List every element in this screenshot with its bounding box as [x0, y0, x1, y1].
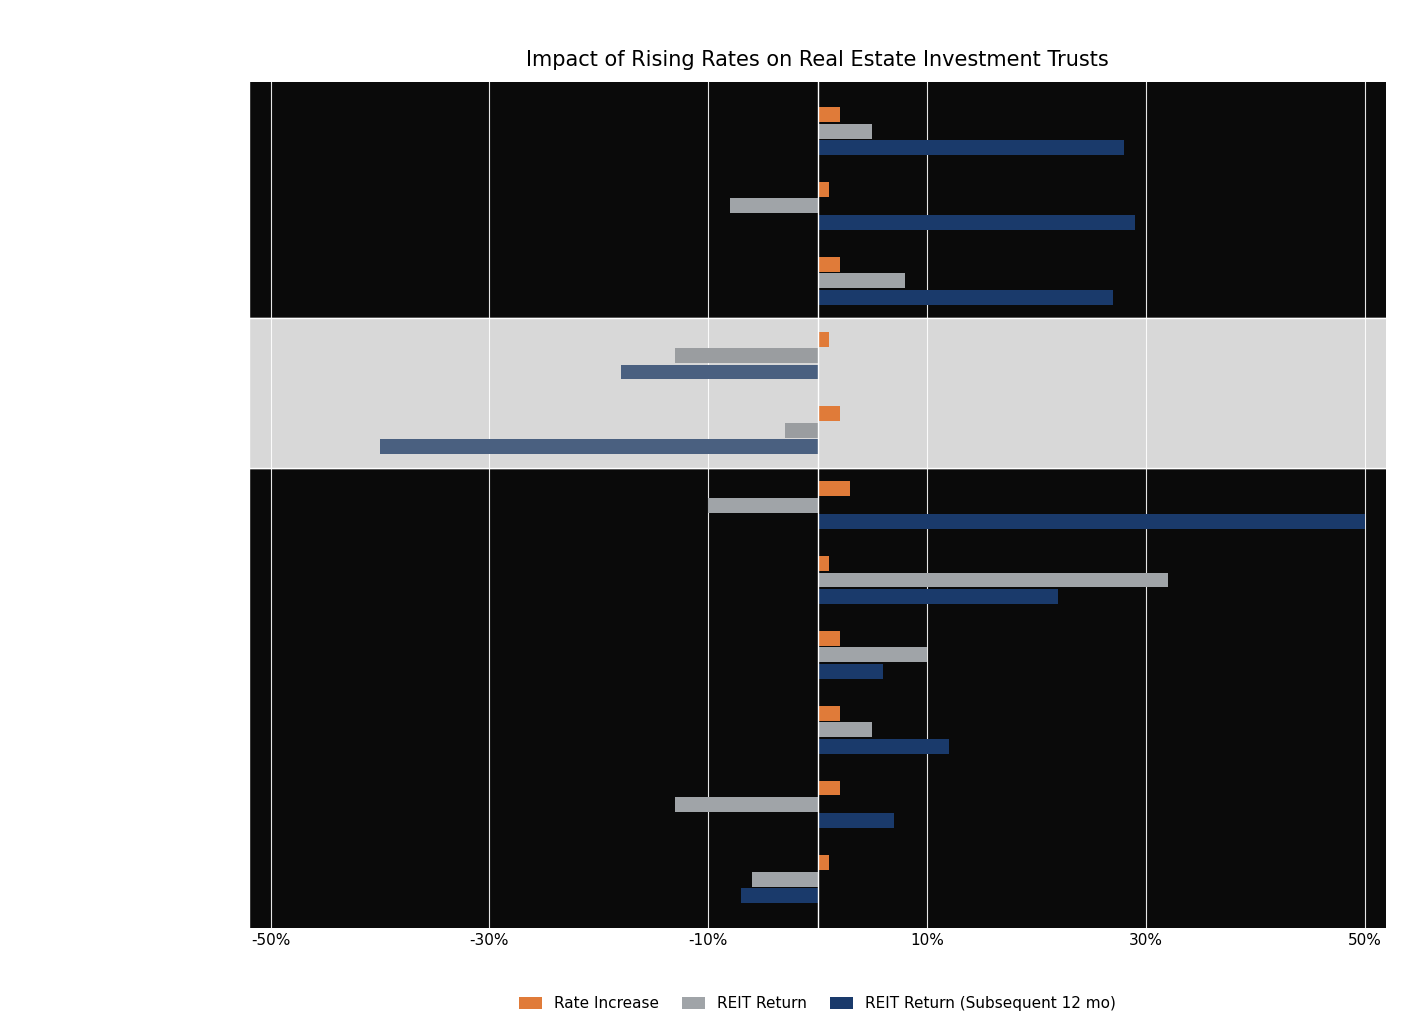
Bar	[675, 348, 818, 363]
Bar	[380, 439, 818, 455]
Bar	[818, 124, 872, 138]
Bar	[818, 182, 829, 197]
Bar	[818, 722, 872, 737]
Bar	[818, 556, 829, 571]
Bar	[249, 393, 1386, 468]
Bar	[818, 514, 1365, 529]
Bar	[818, 140, 1123, 155]
Title: Impact of Rising Rates on Real Estate Investment Trusts: Impact of Rising Rates on Real Estate In…	[526, 49, 1109, 70]
Bar	[818, 107, 839, 122]
Bar	[818, 856, 829, 870]
Bar	[818, 647, 927, 662]
Bar	[708, 498, 818, 512]
Bar	[818, 631, 839, 645]
Bar	[818, 813, 894, 828]
Bar	[741, 889, 818, 903]
Bar	[729, 198, 818, 213]
Bar	[818, 589, 1058, 604]
Bar	[818, 290, 1113, 305]
Bar	[818, 406, 839, 422]
Bar	[818, 738, 948, 754]
Bar	[818, 572, 1167, 588]
Bar	[249, 319, 1386, 393]
Bar	[818, 273, 906, 289]
Bar	[818, 257, 839, 272]
Bar	[752, 872, 818, 887]
Bar	[818, 214, 1135, 230]
Bar	[785, 423, 818, 438]
Bar	[621, 365, 818, 379]
Bar	[818, 664, 883, 678]
Bar	[818, 780, 839, 796]
Bar	[818, 481, 850, 496]
Legend: Rate Increase, REIT Return, REIT Return (Subsequent 12 mo): Rate Increase, REIT Return, REIT Return …	[513, 990, 1122, 1018]
Bar	[818, 332, 829, 346]
Bar	[818, 705, 839, 721]
Bar	[675, 797, 818, 812]
